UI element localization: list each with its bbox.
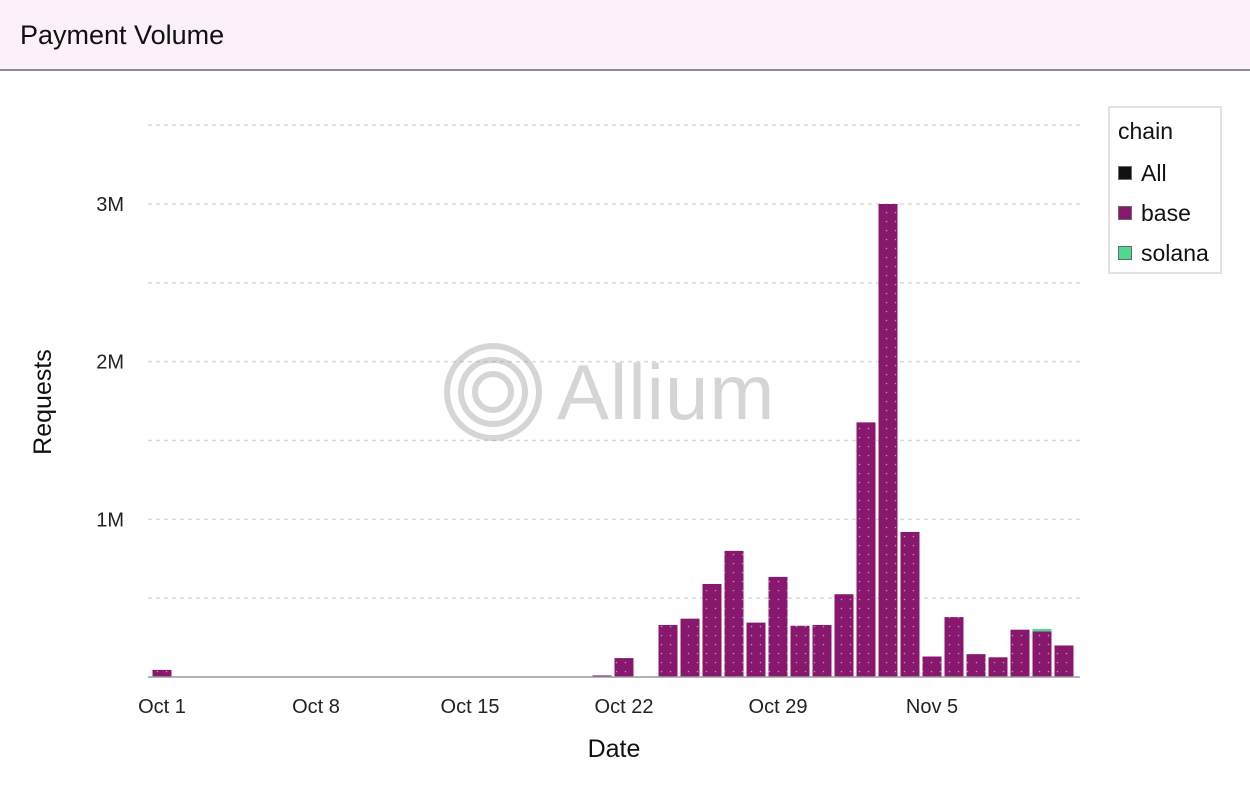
chart-area: 1M 2M 3M Oct 1 Oct 8 Oct 15 Oct 22 Oct 29 Nov 5 D… bbox=[29, 124, 1080, 763]
legend-label-base: base bbox=[1141, 199, 1191, 226]
bar-base bbox=[878, 204, 898, 677]
legend-label-all: All bbox=[1141, 159, 1167, 186]
x-axis-label: Date bbox=[588, 735, 641, 763]
legend: chain All base solana bbox=[1108, 106, 1222, 274]
bar-base bbox=[834, 594, 854, 677]
y-tick-label: 1M bbox=[96, 509, 124, 531]
bar-base bbox=[900, 531, 920, 677]
bar-base bbox=[1054, 645, 1074, 677]
x-tick-label: Oct 29 bbox=[749, 696, 808, 718]
watermark-text: Allium bbox=[557, 347, 776, 436]
bar-base bbox=[152, 669, 172, 677]
bar-base bbox=[1032, 631, 1052, 677]
allium-logo-icon bbox=[444, 343, 542, 441]
bar-base bbox=[614, 658, 634, 677]
bar-base bbox=[680, 618, 700, 677]
bar-base bbox=[592, 675, 612, 677]
bar-base bbox=[966, 654, 986, 677]
bar-base bbox=[790, 625, 810, 677]
bar-base bbox=[768, 576, 788, 677]
bar-base bbox=[812, 624, 832, 677]
bar-base bbox=[702, 583, 722, 677]
bar-base bbox=[856, 422, 876, 677]
x-tick-label: Oct 22 bbox=[595, 696, 654, 718]
x-tick-label: Oct 8 bbox=[292, 696, 340, 718]
legend-swatch-base bbox=[1118, 206, 1132, 220]
legend-swatch-all bbox=[1118, 166, 1132, 180]
x-tick-label: Oct 1 bbox=[138, 696, 186, 718]
y-tick-label: 2M bbox=[96, 352, 124, 374]
legend-item-all[interactable]: All bbox=[1118, 160, 1167, 186]
bar-base bbox=[988, 657, 1008, 677]
legend-item-solana[interactable]: solana bbox=[1118, 240, 1209, 266]
page-title: Payment Volume bbox=[20, 20, 225, 50]
bar-base bbox=[746, 622, 766, 677]
bar-base bbox=[922, 656, 942, 677]
y-tick-label: 3M bbox=[96, 194, 124, 216]
legend-title: chain bbox=[1118, 118, 1173, 144]
bar-base bbox=[1010, 629, 1030, 677]
legend-swatch-solana bbox=[1118, 246, 1132, 260]
watermark: Allium bbox=[443, 342, 813, 442]
bar-base bbox=[944, 617, 964, 677]
y-axis-label: Requests bbox=[29, 349, 57, 455]
legend-label-solana: solana bbox=[1141, 239, 1209, 266]
chart-header: Payment Volume bbox=[0, 0, 1250, 71]
bar-solana bbox=[1032, 628, 1052, 632]
legend-item-base[interactable]: base bbox=[1118, 200, 1191, 226]
bar-base bbox=[724, 550, 744, 677]
x-tick-label: Oct 15 bbox=[441, 696, 500, 718]
bar-base bbox=[658, 624, 678, 677]
x-tick-label: Nov 5 bbox=[906, 696, 958, 718]
